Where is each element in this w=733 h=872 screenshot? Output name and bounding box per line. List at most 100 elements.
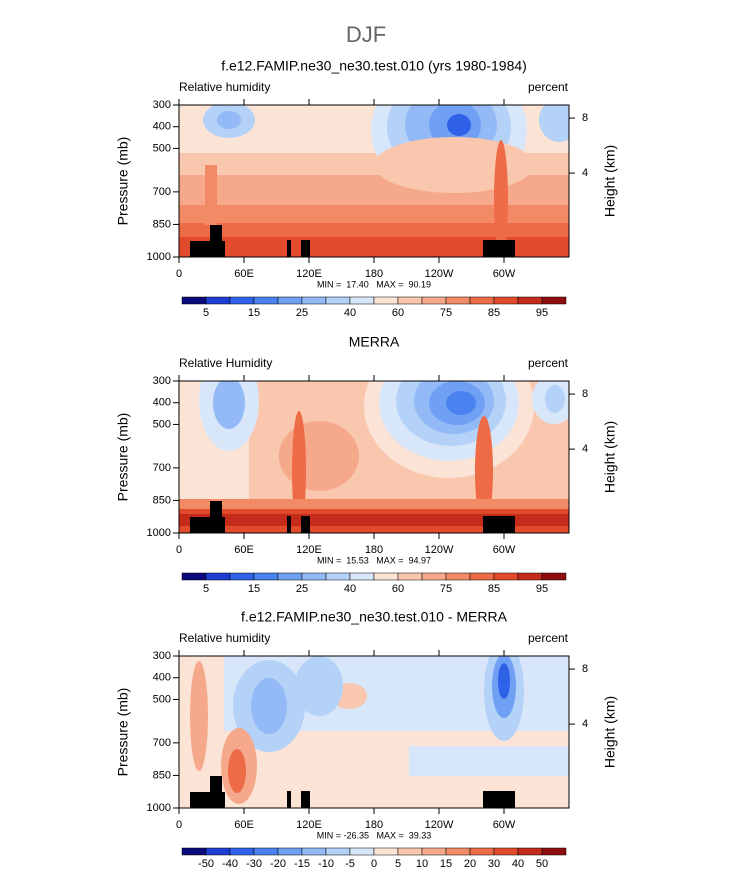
contour-field (179, 656, 569, 808)
colorbar-box (277, 847, 303, 856)
colorbar-label: 5 (203, 307, 209, 319)
x-tick-label: 60W (493, 268, 516, 280)
min-max-text: MIN = 17.40 MAX = 90.19 (317, 279, 431, 289)
colorbar-label: -15 (294, 858, 310, 870)
colorbar-box (469, 572, 495, 581)
colorbar-label: 25 (296, 583, 308, 595)
colorbar-box (421, 847, 447, 856)
x-tick-label: 0 (176, 268, 182, 280)
colorbar-box (421, 296, 447, 305)
colorbar-label: 10 (416, 858, 428, 870)
colorbar-box (421, 572, 447, 581)
colorbar-box (349, 296, 375, 305)
y-tick-label: 700 (153, 462, 171, 474)
colorbar-box (325, 296, 351, 305)
colorbar-box (253, 296, 279, 305)
colorbar-label: -20 (270, 858, 286, 870)
colorbar-box (349, 572, 375, 581)
left-label: Relative Humidity (179, 356, 272, 370)
colorbar-label: 95 (536, 307, 548, 319)
colorbar-box (445, 572, 471, 581)
colorbar-label: 5 (203, 583, 209, 595)
contour-field (179, 381, 569, 533)
colorbar-label: 5 (395, 858, 401, 870)
panel-title: MERRA (349, 334, 400, 350)
x-tick-label: 180 (365, 268, 383, 280)
y-tick-label: 850 (153, 494, 171, 506)
y-tick-label: 500 (153, 142, 171, 154)
colorbar-box (277, 572, 303, 581)
colorbar-label: 15 (248, 307, 260, 319)
y-tick-label: 400 (153, 672, 171, 684)
colorbar-label: 50 (536, 858, 548, 870)
colorbar-box (493, 296, 519, 305)
colorbar-label: 75 (440, 583, 452, 595)
colorbar-box (397, 572, 423, 581)
colorbar-box (277, 296, 303, 305)
x-tick-label: 60E (234, 544, 254, 556)
y2-tick-label: 8 (582, 663, 588, 675)
y2-tick-label: 8 (582, 112, 588, 124)
colorbar-box (397, 847, 423, 856)
colorbar-label: 60 (392, 307, 404, 319)
colorbar-box (397, 296, 423, 305)
y-tick-label: 400 (153, 121, 171, 133)
y2-tick-label: 4 (582, 167, 588, 179)
colorbar-box (253, 847, 279, 856)
y-tick-label: 700 (153, 186, 171, 198)
colorbar-box (301, 296, 327, 305)
colorbar-box (445, 847, 471, 856)
min-max-text: MIN = 15.53 MAX = 94.97 (317, 555, 431, 565)
x-tick-label: 60E (234, 819, 254, 831)
x-tick-label: 120W (425, 268, 454, 280)
y-tick-label: 500 (153, 693, 171, 705)
colorbar-label: 40 (344, 583, 356, 595)
y2-tick-label: 8 (582, 388, 588, 400)
figure-title: DJF (346, 22, 386, 47)
colorbar-box (493, 847, 519, 856)
y2-tick-label: 4 (582, 443, 588, 455)
colorbar-label: 75 (440, 307, 452, 319)
y-tick-label: 400 (153, 397, 171, 409)
left-label: Relative humidity (179, 631, 270, 645)
y2-axis-label: Height (km) (602, 696, 618, 768)
colorbar-box (469, 296, 495, 305)
y2-axis-label: Height (km) (602, 145, 618, 217)
colorbar-box (181, 847, 207, 856)
y2-tick-label: 4 (582, 718, 588, 730)
colorbar-label: 15 (248, 583, 260, 595)
y-tick-label: 850 (153, 218, 171, 230)
colorbar-box (349, 847, 375, 856)
x-tick-label: 180 (365, 819, 383, 831)
y2-axis-label: Height (km) (602, 421, 618, 493)
colorbar-label: 30 (488, 858, 500, 870)
y-axis-label: Pressure (mb) (115, 413, 131, 502)
colorbar-box (517, 296, 543, 305)
colorbar-box (445, 296, 471, 305)
x-tick-label: 120E (296, 268, 322, 280)
x-tick-label: 120W (425, 819, 454, 831)
min-max-text: MIN = -26.35 MAX = 39.33 (317, 830, 432, 840)
colorbar-label: -40 (222, 858, 238, 870)
y-tick-label: 1000 (147, 802, 171, 814)
x-tick-label: 180 (365, 544, 383, 556)
colorbar-box (493, 572, 519, 581)
colorbar-box (229, 296, 255, 305)
x-tick-label: 60E (234, 268, 254, 280)
colorbar-box (205, 572, 231, 581)
y-axis-label: Pressure (mb) (115, 688, 131, 777)
colorbar-box (541, 847, 567, 856)
y-tick-label: 300 (153, 99, 171, 111)
x-tick-label: 120W (425, 544, 454, 556)
colorbar-box (373, 296, 399, 305)
colorbar-box (373, 847, 399, 856)
y-tick-label: 700 (153, 737, 171, 749)
colorbar-label: 40 (344, 307, 356, 319)
y-tick-label: 1000 (147, 251, 171, 263)
colorbar-box (325, 847, 351, 856)
left-label: Relative humidity (179, 80, 270, 94)
colorbar-box (517, 847, 543, 856)
colorbar-label: 85 (488, 583, 500, 595)
right-label: percent (528, 356, 569, 370)
